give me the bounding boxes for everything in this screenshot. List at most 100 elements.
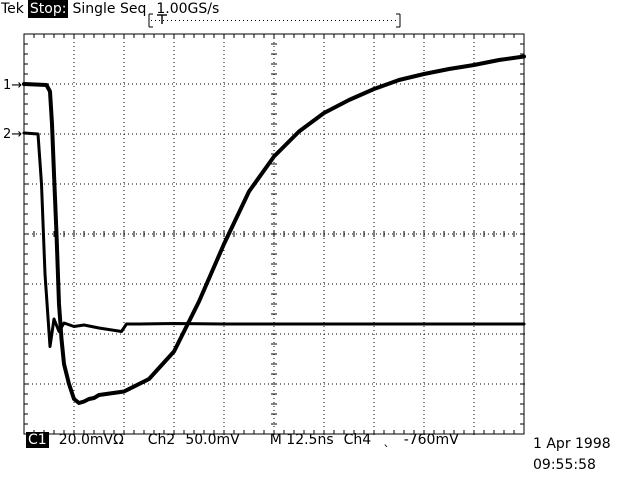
grid-dot bbox=[48, 133, 49, 135]
grid-dot bbox=[373, 370, 375, 371]
grid-dot bbox=[373, 150, 375, 151]
grid-dot bbox=[188, 83, 189, 85]
grid-dot bbox=[273, 342, 275, 343]
grid-dot bbox=[412, 283, 413, 285]
grid-dot bbox=[472, 333, 473, 335]
grid-dot bbox=[56, 383, 57, 385]
grid-dot bbox=[332, 383, 333, 385]
grid-dot bbox=[432, 383, 433, 385]
grid-dot bbox=[123, 374, 125, 375]
grid-dot bbox=[123, 362, 125, 363]
grid-dot bbox=[508, 283, 509, 285]
grid-dot bbox=[223, 198, 225, 199]
grid-dot bbox=[232, 233, 233, 235]
grid-dot bbox=[372, 83, 373, 85]
grid-dot bbox=[473, 134, 475, 135]
grid-dot bbox=[408, 183, 409, 185]
grid-dot bbox=[480, 133, 481, 135]
grid-dot bbox=[496, 233, 497, 235]
grid-dot bbox=[336, 333, 337, 335]
grid-dot bbox=[273, 358, 275, 359]
grid-dot bbox=[373, 294, 375, 295]
grid-dot bbox=[460, 133, 461, 135]
grid-dot bbox=[423, 194, 425, 195]
grid-dot bbox=[373, 230, 375, 231]
grid-dot bbox=[373, 206, 375, 207]
grid-dot bbox=[123, 266, 125, 267]
grid-dot bbox=[223, 250, 225, 251]
grid-dot bbox=[173, 290, 175, 291]
grid-dot bbox=[223, 126, 225, 127]
grid-dot bbox=[296, 333, 297, 335]
status-bar: Tek Stop: Single Seq 1.00GS/s bbox=[0, 0, 219, 18]
grid-dot bbox=[323, 302, 325, 303]
grid-dot bbox=[120, 383, 121, 385]
grid-dot bbox=[440, 233, 441, 235]
grid-dot bbox=[364, 183, 365, 185]
grid-dot bbox=[240, 383, 241, 385]
grid-dot bbox=[384, 333, 385, 335]
grid-dot bbox=[256, 133, 257, 135]
grid-dot bbox=[472, 183, 473, 185]
grid-dot bbox=[123, 226, 125, 227]
grid-dot bbox=[452, 83, 453, 85]
grid-dot bbox=[373, 130, 375, 131]
grid-dot bbox=[473, 262, 475, 263]
grid-dot bbox=[73, 146, 75, 147]
grid-dot bbox=[284, 283, 285, 285]
grid-dot bbox=[323, 150, 325, 151]
grid-dot bbox=[173, 122, 175, 123]
grid-dot bbox=[56, 333, 57, 335]
grid-dot bbox=[308, 383, 309, 385]
grid-dot bbox=[273, 130, 275, 131]
grid-dot bbox=[223, 94, 225, 95]
grid-dot bbox=[396, 383, 397, 385]
grid-dot bbox=[64, 333, 65, 335]
grid-dot bbox=[180, 333, 181, 335]
grid-dot bbox=[484, 283, 485, 285]
grid-dot bbox=[73, 206, 75, 207]
grid-dot bbox=[220, 133, 221, 135]
grid-dot bbox=[440, 333, 441, 335]
grid-dot bbox=[173, 178, 175, 179]
channel1-scale: 20.0mVΩ bbox=[58, 432, 124, 448]
grid-dot bbox=[96, 83, 97, 85]
grid-dot bbox=[473, 350, 475, 351]
grid-dot bbox=[332, 133, 333, 135]
grid-dot bbox=[73, 102, 75, 103]
grid-dot bbox=[252, 383, 253, 385]
grid-dot bbox=[473, 210, 475, 211]
grid-dot bbox=[173, 254, 175, 255]
grid-dot bbox=[223, 318, 225, 319]
grid-dot bbox=[123, 110, 125, 111]
grid-dot bbox=[432, 83, 433, 85]
grid-dot bbox=[473, 78, 475, 79]
grid-dot bbox=[512, 283, 513, 285]
grid-dot bbox=[73, 374, 75, 375]
grid-dot bbox=[173, 306, 175, 307]
grid-dot bbox=[223, 118, 225, 119]
grid-dot bbox=[123, 50, 125, 51]
grid-dot bbox=[473, 230, 475, 231]
grid-dot bbox=[173, 102, 175, 103]
grid-dot bbox=[323, 206, 325, 207]
grid-dot bbox=[512, 133, 513, 135]
grid-dot bbox=[504, 333, 505, 335]
grid-dot bbox=[473, 46, 475, 47]
grid-dot bbox=[273, 326, 275, 327]
grid-dot bbox=[116, 333, 117, 335]
grid-dot bbox=[473, 298, 475, 299]
grid-dot bbox=[323, 394, 325, 395]
grid-dot bbox=[408, 233, 409, 235]
grid-dot bbox=[473, 214, 475, 215]
grid-dot bbox=[412, 183, 413, 185]
grid-dot bbox=[308, 233, 309, 235]
grid-dot bbox=[323, 398, 325, 399]
grid-dot bbox=[123, 366, 125, 367]
grid-dot bbox=[73, 378, 75, 379]
grid-dot bbox=[476, 233, 477, 235]
grid-dot bbox=[416, 333, 417, 335]
grid-dot bbox=[273, 102, 275, 103]
grid-dot bbox=[500, 133, 501, 135]
grid-dot bbox=[176, 333, 177, 335]
